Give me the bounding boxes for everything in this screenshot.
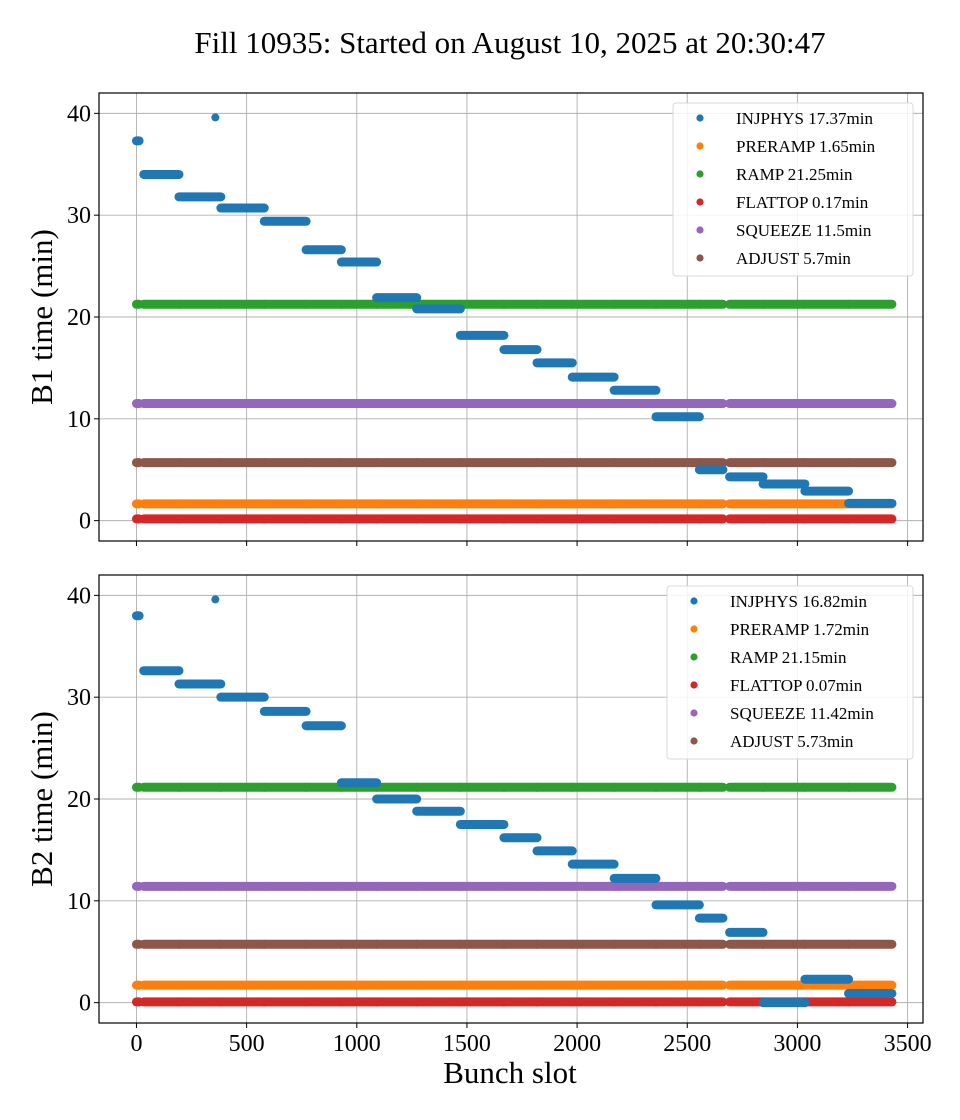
- y-tick-label: 0: [79, 991, 91, 1017]
- legend-entry-injphys: INJPHYS 16.82min: [730, 592, 867, 611]
- legend-entry-ramp: RAMP 21.15min: [730, 648, 847, 667]
- x-tick-label: 500: [229, 1031, 265, 1057]
- panel-b1: 0 10 20 30 40 B1 time (min) INJPHYS 17.37min PR…: [24, 92, 924, 546]
- legend-entry-injphys: INJPHYS 17.37min: [736, 109, 873, 128]
- legend-entry-flattop: FLATTOP 0.07min: [730, 676, 863, 695]
- legend-entry-preramp: PRERAMP 1.65min: [736, 137, 876, 156]
- legend-box: [672, 102, 914, 277]
- legend-marker-squeeze: [696, 226, 704, 234]
- legend-marker-injphys: [696, 114, 704, 122]
- x-axis-label: Bunch slot: [443, 1055, 577, 1090]
- y-tick-label: 20: [67, 305, 91, 331]
- legend-marker-adjust: [696, 254, 704, 262]
- legend-entry-flattop: FLATTOP 0.17min: [736, 193, 869, 212]
- legend-entry-squeeze: SQUEEZE 11.5min: [736, 221, 872, 240]
- point-injphys: [211, 113, 220, 122]
- legend-marker-adjust: [690, 737, 698, 745]
- legend-marker-ramp: [696, 170, 704, 178]
- legend-entry-preramp: PRERAMP 1.72min: [730, 620, 870, 639]
- x-tick-label: 1500: [443, 1031, 491, 1057]
- legend-marker-injphys: [690, 597, 698, 605]
- legend: INJPHYS 16.82min PRERAMP 1.72min RAMP 21.1…: [666, 585, 914, 760]
- y-tick-label: 0: [79, 509, 91, 535]
- legend-marker-flattop: [690, 681, 698, 689]
- y-tick-label: 10: [67, 889, 91, 915]
- y-tick-label: 40: [67, 583, 91, 609]
- x-tick-label: 2000: [553, 1031, 601, 1057]
- x-tick-label: 1000: [333, 1031, 381, 1057]
- point-injphys: [211, 595, 220, 604]
- legend-marker-flattop: [696, 198, 704, 206]
- x-tick-label: 0: [130, 1031, 142, 1057]
- y-tick-label: 30: [67, 685, 91, 711]
- y-axis-label: B2 time (min): [24, 711, 59, 887]
- legend-marker-preramp: [696, 142, 704, 150]
- y-tick-label: 10: [67, 407, 91, 433]
- legend-marker-squeeze: [690, 709, 698, 717]
- x-tick-label: 3000: [773, 1031, 821, 1057]
- legend-entry-ramp: RAMP 21.25min: [736, 165, 853, 184]
- legend-entry-adjust: ADJUST 5.7min: [736, 249, 851, 268]
- x-tick-label: 3500: [884, 1031, 932, 1057]
- legend-box: [666, 585, 914, 760]
- y-axis-label: B1 time (min): [24, 229, 59, 405]
- legend-entry-squeeze: SQUEEZE 11.42min: [730, 704, 874, 723]
- y-tick-label: 20: [67, 787, 91, 813]
- y-tick-label: 30: [67, 203, 91, 229]
- chart-title: Fill 10935: Started on August 10, 2025 a…: [194, 25, 825, 60]
- y-tick-label: 40: [67, 101, 91, 127]
- legend-entry-adjust: ADJUST 5.73min: [730, 732, 854, 751]
- legend-marker-ramp: [690, 653, 698, 661]
- x-tick-label: 2500: [663, 1031, 711, 1057]
- series-injphys: [131, 113, 897, 508]
- legend: INJPHYS 17.37min PRERAMP 1.65min RAMP 21.2…: [672, 102, 914, 277]
- panel-b2: 0 10 20 30 40 0 500 1000 1500 2000 2500 3000 3500 B2 …: [24, 574, 932, 1057]
- legend-marker-preramp: [690, 625, 698, 633]
- series-injphys: [131, 595, 897, 1008]
